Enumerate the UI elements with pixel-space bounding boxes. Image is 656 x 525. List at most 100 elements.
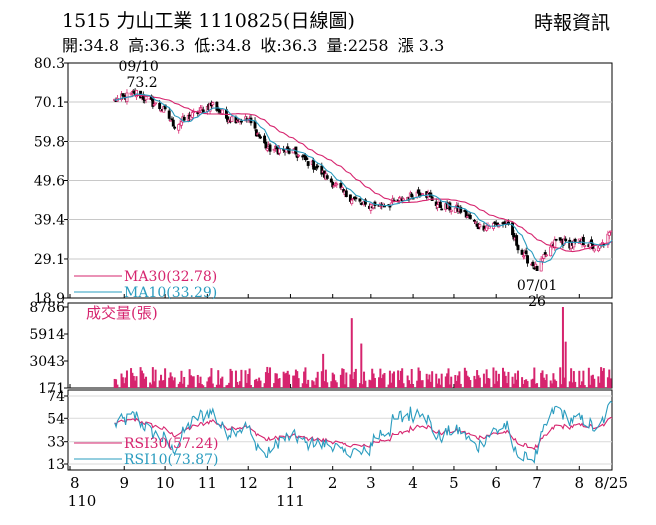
volume-bar xyxy=(590,375,593,388)
volume-bar xyxy=(416,380,419,388)
candle-body xyxy=(598,245,602,249)
candle-body xyxy=(268,144,272,152)
volume-bar xyxy=(256,381,259,388)
volume-bar xyxy=(269,367,272,388)
price-y-tick-label: 29.1 xyxy=(34,252,65,268)
volume-bar xyxy=(292,375,295,388)
volume-bar xyxy=(533,367,536,388)
candle-body xyxy=(325,175,329,179)
volume-bar xyxy=(437,378,440,388)
volume-y-tick-label: 171 xyxy=(38,381,65,397)
volume-bar xyxy=(364,380,367,388)
volume-bar xyxy=(412,384,415,388)
volume-bar xyxy=(608,369,611,388)
volume-bar xyxy=(229,368,232,388)
volume-bar xyxy=(343,384,346,388)
x-tick-label: 1 xyxy=(286,474,296,492)
volume-bar xyxy=(115,379,118,388)
candle-body xyxy=(554,238,558,241)
volume-bar xyxy=(169,372,172,388)
volume-bar xyxy=(418,370,421,388)
candle-body xyxy=(305,157,309,160)
candle-body xyxy=(478,224,482,228)
volume-bar xyxy=(383,373,386,388)
rsi-y-tick-label: 74 xyxy=(47,389,65,405)
candle-body xyxy=(410,193,414,198)
volume-bar xyxy=(354,368,357,388)
candle-body xyxy=(312,159,316,170)
volume-bar xyxy=(234,370,237,388)
volume-bar xyxy=(361,384,364,388)
volume-bar xyxy=(330,381,333,388)
volume-bar xyxy=(589,384,592,388)
volume-bar xyxy=(496,381,499,388)
candle-body xyxy=(520,249,524,255)
volume-bar xyxy=(125,370,128,388)
candle-body xyxy=(466,215,470,218)
volume-bar xyxy=(495,370,498,388)
candle-body xyxy=(487,226,491,229)
volume-bar xyxy=(401,368,404,388)
volume-bar xyxy=(154,369,157,388)
volume-bar xyxy=(378,377,381,388)
volume-bar xyxy=(177,383,180,388)
volume-bar xyxy=(549,380,552,388)
volume-bar xyxy=(427,379,430,388)
volume-bar xyxy=(124,377,127,388)
candle-body xyxy=(402,198,405,201)
volume-bar xyxy=(540,372,543,388)
candle-body xyxy=(438,202,442,208)
candle-body xyxy=(542,254,546,259)
volume-bar xyxy=(514,373,517,388)
volume-bar xyxy=(237,384,240,388)
volume-bar xyxy=(188,369,191,388)
candle-body xyxy=(440,208,444,211)
candle-body xyxy=(474,221,478,224)
volume-bar xyxy=(255,378,258,388)
volume-bar xyxy=(206,381,209,388)
volume-bar xyxy=(134,380,137,388)
candle-body xyxy=(545,254,549,257)
volume-bar xyxy=(454,375,457,388)
volume-bar xyxy=(429,381,432,388)
volume-bar xyxy=(448,384,451,388)
volume-bar xyxy=(581,381,584,388)
price-y-tick-label: 80.3 xyxy=(34,56,65,72)
x-tick-label: 8 xyxy=(70,474,80,492)
volume-bar xyxy=(196,374,199,388)
candle-body xyxy=(549,246,553,257)
volume-bar xyxy=(507,371,510,388)
stat-close: 收:36.3 xyxy=(260,36,318,55)
volume-bar xyxy=(259,380,262,388)
volume-bar xyxy=(428,374,431,388)
volume-bar xyxy=(497,373,500,388)
volume-bar xyxy=(570,368,573,388)
volume-bar xyxy=(552,373,555,388)
candle-body xyxy=(272,148,276,151)
candle-body xyxy=(592,248,596,252)
candle-body xyxy=(177,124,181,131)
volume-bar xyxy=(467,377,470,388)
volume-bar xyxy=(506,383,509,388)
candle-body xyxy=(399,196,403,199)
volume-bar xyxy=(380,378,383,388)
volume-bar xyxy=(313,384,316,388)
stat-low: 低:34.8 xyxy=(194,36,252,55)
candle-body xyxy=(254,129,258,137)
volume-bar xyxy=(164,368,167,388)
volume-bar xyxy=(158,380,161,388)
volume-bar xyxy=(606,377,609,388)
volume-bar xyxy=(504,375,507,388)
volume-bar xyxy=(551,383,554,388)
candle-body xyxy=(573,238,577,242)
year-label: 110 xyxy=(68,492,97,510)
volume-bar xyxy=(278,378,281,388)
volume-bar xyxy=(542,377,545,388)
volume-panel-title: 成交量(張) xyxy=(86,304,158,322)
stat-volume: 量:2258 xyxy=(326,36,389,55)
volume-bar xyxy=(221,376,224,388)
candle-body xyxy=(200,107,204,110)
volume-bar xyxy=(559,367,562,388)
volume-bar xyxy=(142,373,145,388)
volume-bar xyxy=(373,377,376,388)
